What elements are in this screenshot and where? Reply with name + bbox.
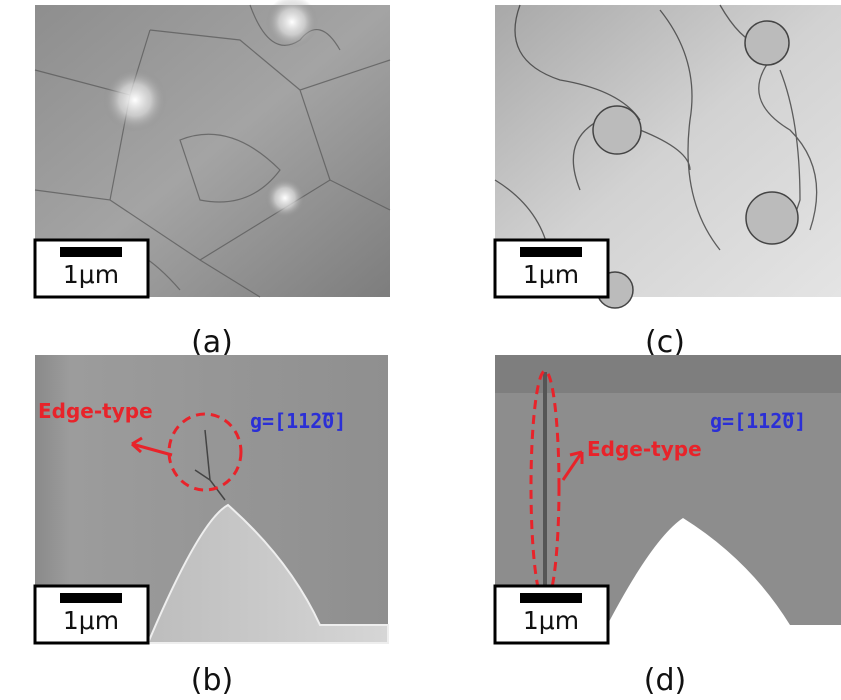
scale-bar: [520, 247, 582, 257]
panel-caption: (a): [191, 325, 233, 360]
annotation: Edge-type: [38, 399, 153, 423]
panel-c: 1μm: [495, 5, 841, 308]
scale-bar: [520, 593, 582, 603]
bright-feature: [103, 68, 167, 132]
scale-label: 1μm: [523, 606, 579, 635]
annotation: g=[112̅0]: [250, 409, 346, 433]
panel-b: Edge-type g=[112̅0] 1μm: [35, 355, 388, 643]
bright-feature: [265, 178, 305, 218]
scale-bar: [60, 247, 122, 257]
annotation: Edge-type: [587, 437, 702, 461]
scale-label: 1μm: [63, 260, 119, 289]
panel-caption: (b): [191, 663, 233, 698]
panel-d: Edge-type g=[112̅0] 1μm: [495, 355, 841, 643]
scale-bar: [60, 593, 122, 603]
scale-label: 1μm: [523, 260, 579, 289]
annotation: g=[112̅0]: [710, 409, 806, 433]
figure: 1μm (a) 1μm (c) Edge-type g=[112̅0] 1μm …: [0, 0, 841, 700]
panel-caption: (c): [645, 325, 685, 360]
scale-label: 1μm: [63, 606, 119, 635]
panel-caption: (d): [644, 663, 686, 698]
panel-a: 1μm: [35, 0, 390, 297]
